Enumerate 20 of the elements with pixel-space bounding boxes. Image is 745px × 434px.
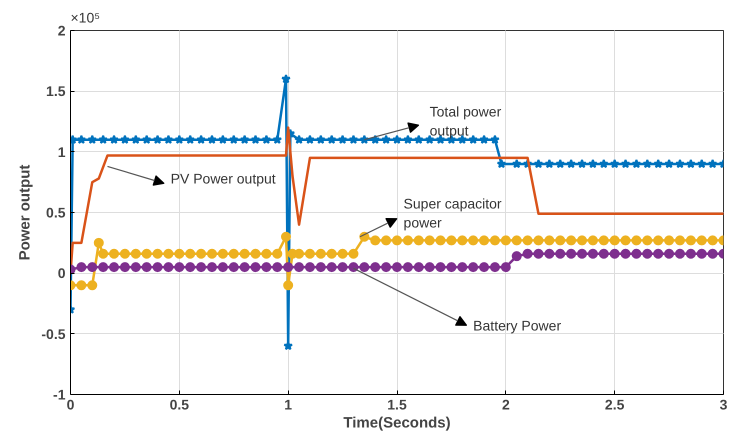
annotation: Super capacitor power (404, 196, 502, 231)
annotation: Battery Power (473, 317, 562, 334)
y-tick-label: 0.5 (46, 204, 66, 220)
x-tick-label: 1.5 (387, 396, 407, 412)
x-tick-label: 2 (502, 396, 510, 412)
x-tick-label: 0.5 (170, 396, 190, 412)
y-tick-label: 2 (58, 22, 66, 38)
y-tick-label: -1 (53, 386, 66, 402)
x-tick-label: 2.5 (604, 396, 625, 412)
y-tick-label: -0.5 (41, 326, 66, 342)
y-tick-label: 0 (58, 265, 66, 282)
x-axis-title: Time(Seconds) (343, 414, 451, 432)
annotation: Total power output (430, 103, 502, 138)
x-tick-label: 1 (284, 396, 292, 412)
x-tick-label: 3 (720, 396, 728, 412)
annotation: PV Power output (170, 170, 276, 187)
y-tick-label: 1.5 (46, 83, 66, 100)
y-tick-label: 1 (58, 144, 66, 160)
text: ×10⁵ (70, 10, 100, 26)
y-axis-title: Power output (16, 164, 34, 260)
